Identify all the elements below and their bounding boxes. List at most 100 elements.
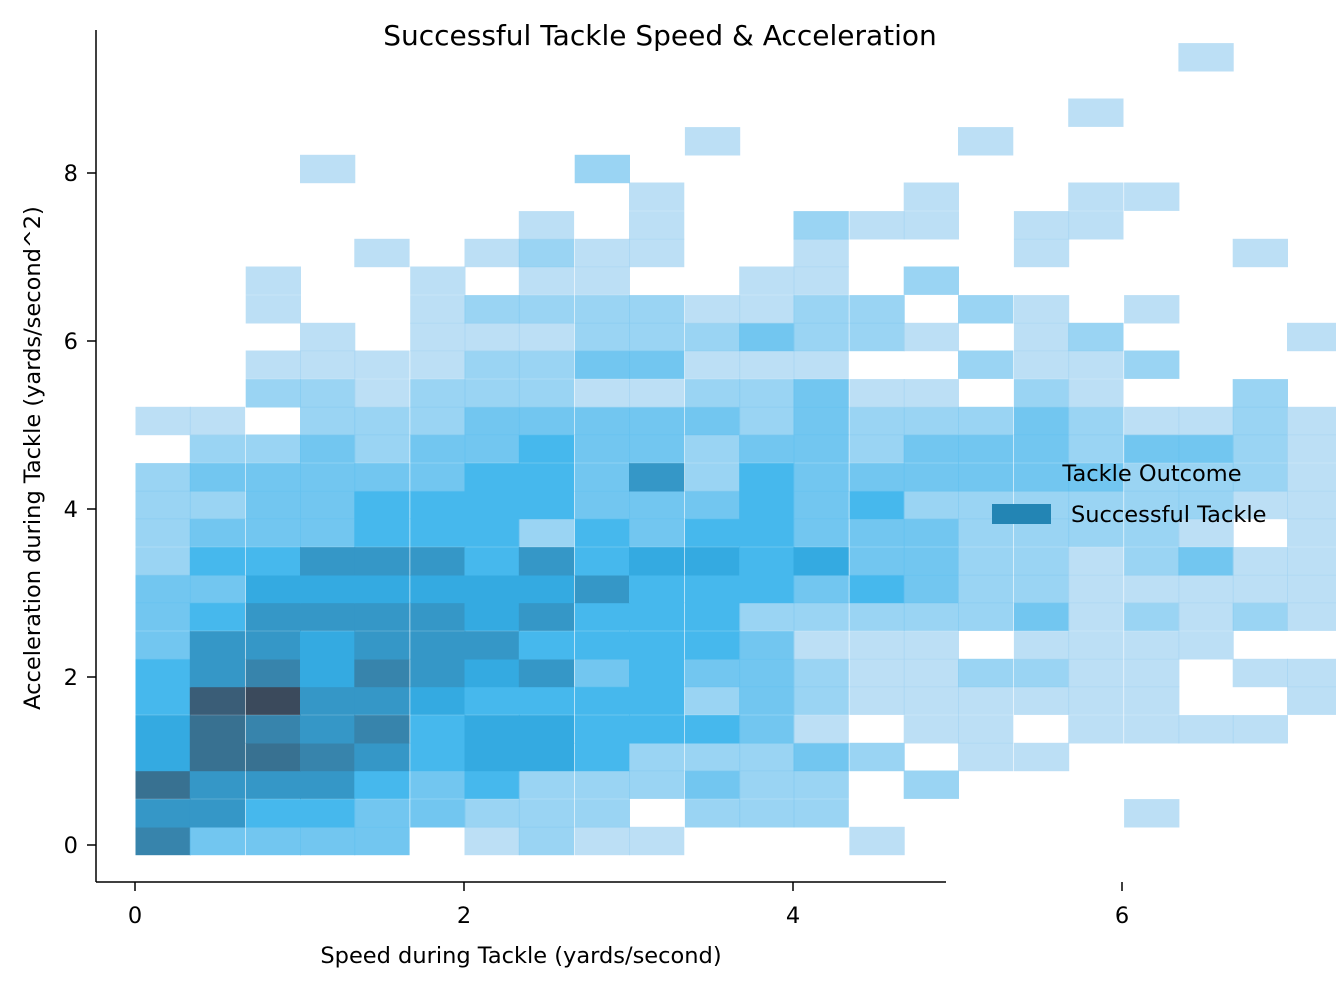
heatmap-cell bbox=[793, 406, 849, 436]
heatmap-cell bbox=[629, 463, 685, 492]
heatmap-cell bbox=[245, 463, 301, 492]
heatmap-cell bbox=[684, 379, 741, 408]
heatmap-cell bbox=[464, 379, 520, 408]
heatmap-cell bbox=[574, 463, 630, 492]
heatmap-cell bbox=[300, 490, 356, 520]
x-tick-label: 6 bbox=[1115, 903, 1129, 929]
heatmap-cell bbox=[1068, 631, 1124, 660]
heatmap-cell bbox=[1068, 406, 1124, 436]
heatmap-cell bbox=[739, 295, 795, 324]
heatmap-cell bbox=[518, 518, 575, 547]
heatmap-cell bbox=[793, 350, 849, 379]
heatmap-cell bbox=[135, 658, 191, 688]
heatmap-cell bbox=[354, 434, 410, 463]
heatmap-cell bbox=[1068, 602, 1124, 631]
heatmap-cell bbox=[518, 602, 575, 631]
heatmap-cell bbox=[1124, 602, 1180, 631]
heatmap-cell bbox=[629, 631, 685, 660]
heatmap-cell bbox=[1124, 490, 1180, 520]
heatmap-cell bbox=[464, 463, 520, 492]
heatmap-cell bbox=[410, 490, 466, 520]
heatmap-cell bbox=[793, 602, 849, 631]
heatmap-cell bbox=[739, 631, 795, 660]
heatmap-cell bbox=[958, 686, 1014, 715]
heatmap-cell bbox=[135, 518, 191, 547]
heatmap-cell bbox=[354, 686, 410, 715]
heatmap-cell bbox=[849, 463, 905, 492]
heatmap-cell bbox=[1124, 799, 1180, 828]
y-tick-label: 0 bbox=[64, 833, 78, 859]
heatmap-cell bbox=[793, 434, 849, 463]
heatmap-cell bbox=[739, 658, 795, 688]
heatmap-cell bbox=[300, 686, 356, 715]
heatmap-cell bbox=[1068, 98, 1124, 127]
heatmap-cell bbox=[464, 658, 520, 688]
heatmap-cell bbox=[849, 658, 905, 688]
heatmap-cell bbox=[300, 826, 356, 856]
heatmap-cell bbox=[1178, 547, 1234, 576]
heatmap-cell bbox=[410, 266, 466, 295]
heatmap-cell bbox=[410, 518, 466, 547]
heatmap-cell bbox=[629, 238, 685, 268]
heatmap-cell bbox=[903, 686, 959, 715]
heatmap-cell bbox=[245, 574, 301, 604]
heatmap-cell bbox=[300, 463, 356, 492]
heatmap-cell bbox=[189, 631, 246, 660]
heatmap-cell bbox=[245, 658, 301, 688]
heatmap-cell bbox=[518, 574, 575, 604]
heatmap-cell bbox=[1178, 602, 1234, 631]
heatmap-cell bbox=[958, 434, 1014, 463]
heatmap-cell bbox=[300, 154, 356, 184]
heatmap-cell bbox=[189, 602, 246, 631]
heatmap-cell bbox=[739, 602, 795, 631]
heatmap-cell bbox=[245, 742, 301, 772]
heatmap-cell bbox=[793, 547, 849, 576]
heatmap-cell bbox=[189, 658, 246, 688]
heatmap-cell bbox=[518, 238, 575, 268]
heatmap-cell bbox=[1013, 238, 1070, 268]
heatmap-cell bbox=[574, 518, 630, 547]
x-tick-label: 0 bbox=[128, 903, 142, 929]
heatmap-cell bbox=[354, 350, 410, 379]
heatmap-cell bbox=[1287, 406, 1336, 436]
heatmap-cell bbox=[849, 434, 905, 463]
heatmap-cell bbox=[189, 518, 246, 547]
heatmap-cell bbox=[684, 658, 741, 688]
heatmap-cell bbox=[739, 434, 795, 463]
heatmap-cell bbox=[518, 658, 575, 688]
heatmap-cell bbox=[1124, 547, 1180, 576]
heatmap-cell bbox=[300, 434, 356, 463]
heatmap-cell bbox=[849, 211, 905, 240]
heatmap-cell bbox=[189, 547, 246, 576]
heatmap-cell bbox=[354, 490, 410, 520]
heatmap-cell bbox=[849, 826, 905, 856]
heatmap-cell bbox=[300, 406, 356, 436]
heatmap-cell bbox=[574, 658, 630, 688]
heatmap-cell bbox=[410, 350, 466, 379]
y-tick-label: 8 bbox=[64, 161, 78, 187]
heatmap-cell bbox=[300, 770, 356, 799]
x-tick-label: 2 bbox=[457, 903, 471, 929]
heatmap-cell bbox=[903, 434, 959, 463]
heatmap-cell bbox=[1013, 350, 1070, 379]
heatmap-cell bbox=[739, 574, 795, 604]
heatmap-cell bbox=[629, 602, 685, 631]
heatmap-cell bbox=[245, 547, 301, 576]
heatmap-cell bbox=[1232, 715, 1288, 744]
heatmap-cell bbox=[793, 266, 849, 295]
heatmap-cell bbox=[1068, 490, 1124, 520]
heatmap-cell bbox=[739, 715, 795, 744]
heatmap-cell bbox=[245, 826, 301, 856]
heatmap-cell bbox=[189, 463, 246, 492]
heatmap-cell bbox=[518, 826, 575, 856]
heatmap-cell bbox=[739, 742, 795, 772]
heatmap-cell bbox=[1232, 463, 1288, 492]
heatmap-cell bbox=[849, 686, 905, 715]
heatmap-cell bbox=[684, 518, 741, 547]
heatmap-cell bbox=[135, 826, 191, 856]
heatmap-cell bbox=[684, 322, 741, 352]
heatmap-cell bbox=[629, 658, 685, 688]
heatmap-cell bbox=[903, 574, 959, 604]
heatmap-cell bbox=[793, 574, 849, 604]
heatmap-cell bbox=[464, 322, 520, 352]
